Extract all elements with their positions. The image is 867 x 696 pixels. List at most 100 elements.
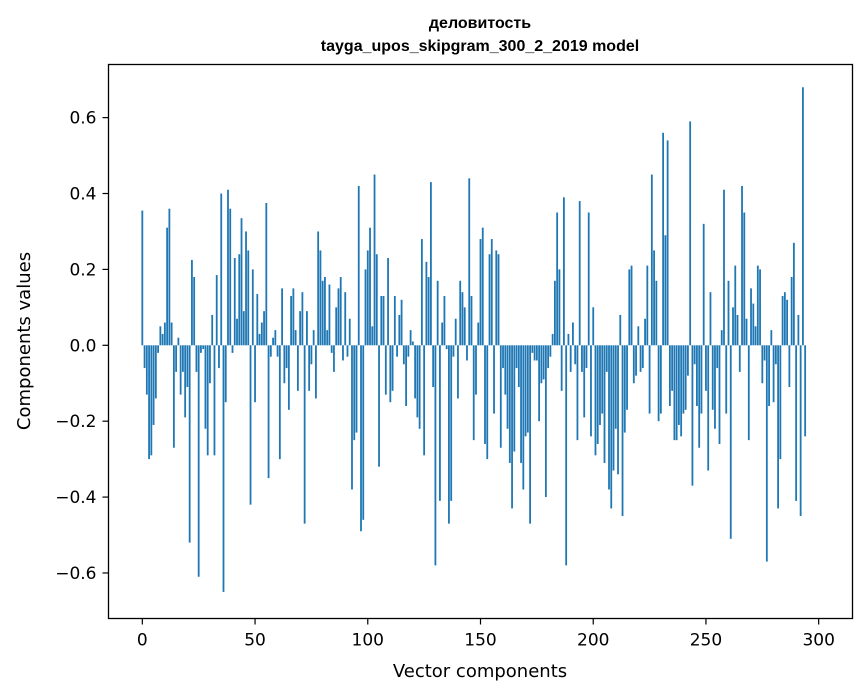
bar xyxy=(344,292,347,346)
bar xyxy=(278,345,281,460)
bar xyxy=(666,140,669,346)
bar xyxy=(781,295,784,346)
bar xyxy=(441,322,444,346)
bar xyxy=(594,345,597,456)
bar xyxy=(463,307,466,346)
bar xyxy=(409,330,412,346)
bar xyxy=(321,280,324,346)
bar xyxy=(145,345,148,395)
bar xyxy=(774,345,777,365)
bar xyxy=(335,307,338,346)
x-axis: 0 50 100 150 200 250 300 xyxy=(137,618,835,651)
bar xyxy=(783,292,786,346)
bar xyxy=(567,333,570,346)
bar xyxy=(274,330,277,346)
bar xyxy=(425,261,428,346)
bar xyxy=(448,345,450,524)
bar xyxy=(265,203,268,346)
bar xyxy=(161,333,164,346)
bar xyxy=(366,250,369,346)
bar xyxy=(163,322,166,346)
bar xyxy=(249,345,252,505)
y-tick-label: 0.6 xyxy=(69,109,96,129)
bar xyxy=(621,345,624,517)
bar xyxy=(402,345,405,365)
bar xyxy=(213,345,216,456)
bar xyxy=(393,295,396,346)
bar xyxy=(193,276,196,346)
bar xyxy=(792,242,795,346)
chart-subtitle: tayga_upos_skipgram_300_2_2019 model xyxy=(321,38,639,55)
bar xyxy=(168,208,171,346)
bar xyxy=(414,345,417,399)
bar xyxy=(175,345,178,372)
bar xyxy=(596,345,599,444)
bar xyxy=(696,345,698,406)
bar xyxy=(763,345,766,361)
bar xyxy=(242,311,245,346)
y-tick-label: −0.6 xyxy=(55,564,96,584)
bar xyxy=(362,345,365,520)
bar xyxy=(574,345,577,365)
bar xyxy=(276,345,279,357)
bar xyxy=(303,345,306,524)
bar xyxy=(770,330,773,346)
bar xyxy=(328,284,331,346)
bar xyxy=(195,345,198,372)
bar xyxy=(707,345,710,471)
bar xyxy=(511,345,513,509)
bar xyxy=(477,322,480,346)
bar xyxy=(220,193,223,346)
bar xyxy=(563,197,565,346)
bar xyxy=(348,318,351,346)
bar xyxy=(538,345,541,422)
bar xyxy=(267,345,270,479)
bar xyxy=(319,250,322,346)
bar xyxy=(628,269,631,346)
bar xyxy=(457,345,459,399)
bar xyxy=(306,311,308,346)
bar xyxy=(736,314,739,346)
bar xyxy=(301,292,304,346)
y-tick-label: −0.2 xyxy=(55,412,96,432)
bar xyxy=(664,235,667,346)
bar xyxy=(434,345,437,566)
bar xyxy=(466,345,468,361)
bar xyxy=(490,239,493,346)
bar xyxy=(635,345,637,376)
bar xyxy=(644,318,646,346)
bar xyxy=(430,182,432,346)
bar xyxy=(729,345,732,539)
bar xyxy=(188,345,191,543)
bar xyxy=(687,345,689,376)
bar xyxy=(565,345,568,566)
bar xyxy=(497,254,500,346)
bar xyxy=(364,269,367,346)
bar xyxy=(623,345,626,433)
bar xyxy=(617,345,619,475)
bar xyxy=(639,345,642,372)
bar xyxy=(369,227,371,346)
bar xyxy=(590,345,592,437)
bar xyxy=(662,132,665,346)
bar xyxy=(653,250,655,346)
bar xyxy=(554,280,556,346)
bar xyxy=(472,345,475,441)
bar xyxy=(251,269,254,346)
bar xyxy=(659,345,662,414)
bar xyxy=(400,299,403,346)
bar xyxy=(599,345,601,425)
bar xyxy=(468,178,471,346)
bar xyxy=(531,345,534,353)
bar xyxy=(614,345,617,429)
bar xyxy=(601,345,604,414)
bar xyxy=(605,345,608,372)
bar xyxy=(709,292,712,346)
bar xyxy=(610,345,613,509)
bar xyxy=(427,276,430,346)
y-tick-label: 0.0 xyxy=(69,336,96,356)
bar xyxy=(240,218,243,346)
bar xyxy=(177,337,180,346)
bar xyxy=(407,345,410,357)
bar xyxy=(700,345,703,414)
